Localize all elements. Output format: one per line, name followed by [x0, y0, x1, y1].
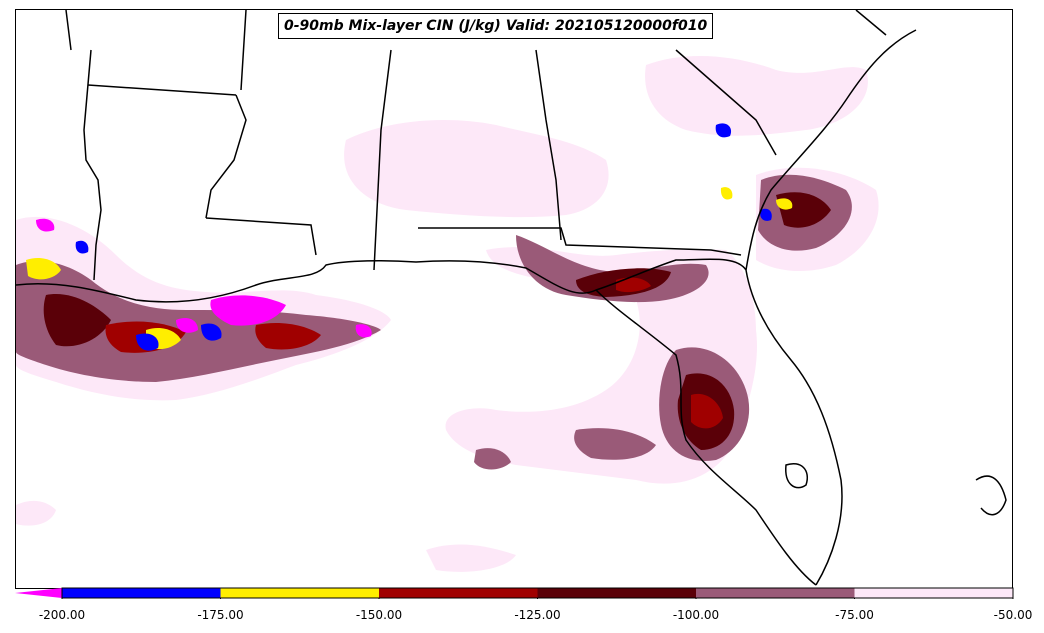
cin-contours-blue [75, 123, 772, 351]
colorbar-bin [220, 588, 379, 598]
cin-area-south-blob [426, 544, 516, 572]
cin-area-carolina [645, 55, 868, 136]
cin-area-gulf-red-2 [255, 323, 321, 350]
cin-area-gulf-magenta-4 [355, 324, 372, 338]
cin-area-gulf-blue-2 [201, 323, 222, 341]
cin-area-gulf-magenta-3 [36, 218, 55, 232]
cin-area-gulf-dark [43, 294, 111, 347]
colorbar-bin [537, 588, 696, 598]
cin-area-coast-red [616, 277, 651, 293]
cin-area-gulf-blue-3 [75, 240, 89, 254]
state-border-ms-al [373, 49, 392, 271]
coastline-atlantic [745, 29, 917, 271]
cin-area-south-fl-mauve [574, 428, 656, 460]
cin-area-gulf-yellow [26, 258, 61, 280]
map-panel [15, 9, 1013, 589]
map-boundaries [16, 10, 1007, 586]
cin-area-east-yellow [720, 187, 733, 200]
coastline-fl-west [595, 289, 817, 586]
cin-contours-yellow [26, 187, 793, 350]
state-border-al-ga [535, 49, 562, 241]
state-border-al-fl [418, 227, 742, 256]
cin-area-sw-blob [16, 500, 56, 526]
cin-area-gulf-magenta-2 [176, 318, 198, 333]
colorbar-tick-label: -150.00 [355, 608, 403, 622]
colorbar-tick-label: -75.00 [835, 608, 874, 622]
colorbar-tick-label: -125.00 [514, 608, 561, 622]
cin-area-east-blue-2 [760, 208, 772, 221]
cin-map [16, 10, 1007, 586]
colorbar-bin [62, 588, 221, 598]
lake-okeechobee [785, 463, 808, 489]
cin-area-gulf-blue [136, 333, 159, 351]
colorbar-under-extension [15, 588, 62, 598]
cin-area-east-blue [715, 123, 732, 138]
colorbar-tick-label: -175.00 [197, 608, 244, 622]
cin-contours-magenta [36, 218, 372, 338]
map-title: 0-90mb Mix-layer CIN (J/kg) Valid: 20210… [278, 13, 714, 39]
colorbar-tick-label: -200.00 [38, 608, 86, 622]
state-border-la-ms [205, 217, 317, 256]
colorbar-bin [696, 588, 855, 598]
state-border-tn [65, 10, 72, 51]
colorbar-bins [62, 588, 1013, 598]
colorbar-bin [379, 588, 538, 598]
state-border-nc-sc [855, 10, 887, 36]
cin-area-gulf-west-mauve [16, 260, 381, 382]
coastline-gulf [16, 258, 843, 586]
coastline-bahamas [975, 475, 1007, 516]
cin-area-fl-coast-mauve [516, 235, 709, 303]
state-border-ga-sc [675, 49, 777, 156]
cin-area-south-small-mauve [474, 448, 511, 470]
colorbar-tick-label: -50.00 [993, 608, 1033, 622]
cin-area-tampa-red [691, 393, 723, 429]
colorbar-tick-label: -100.00 [672, 608, 720, 622]
state-border-ms-river [205, 94, 247, 219]
state-border-tx-la [83, 49, 102, 281]
cin-area-east-yellow-2 [776, 198, 793, 210]
colorbar-bin [854, 588, 1013, 598]
cin-area-gulf-magenta [210, 295, 286, 326]
state-border-ar-la [87, 84, 237, 96]
state-border-ms-tn [240, 10, 247, 91]
cin-area-north [344, 120, 609, 218]
colorbar [15, 587, 1014, 599]
